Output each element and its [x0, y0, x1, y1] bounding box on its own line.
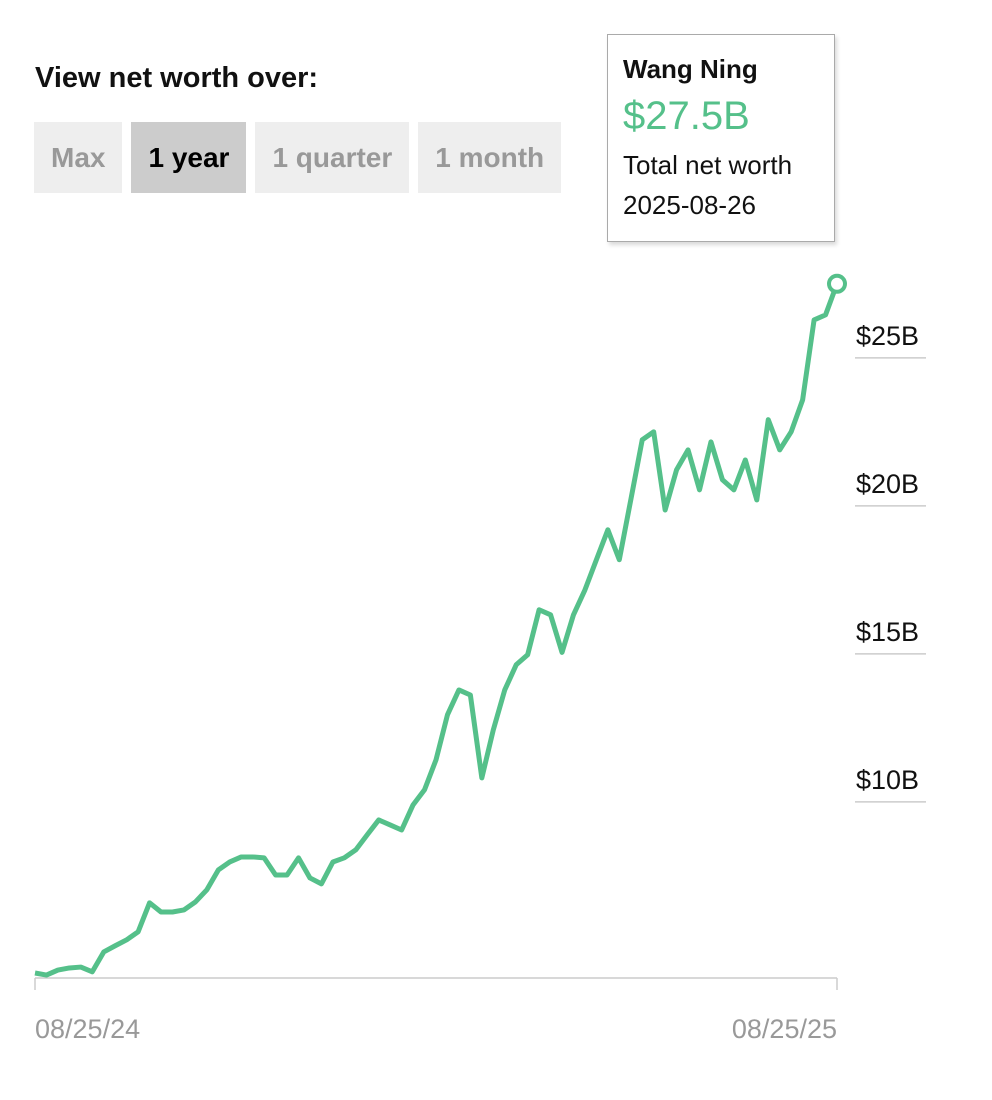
tooltip-name: Wang Ning	[623, 54, 758, 84]
y-tick-label: $10B	[856, 765, 919, 795]
range-buttons: Max 1 year 1 quarter 1 month	[34, 122, 562, 193]
y-tick-label: $25B	[856, 321, 919, 351]
y-tick-label: $15B	[856, 617, 919, 647]
range-button[interactable]: 1 quarter	[255, 122, 410, 193]
x-tick-label: 08/25/25	[732, 1014, 837, 1044]
tooltip-value: $27.5B	[623, 94, 750, 138]
range-button[interactable]: 1 year	[131, 122, 247, 193]
controls-label: View net worth over:	[35, 62, 319, 94]
tooltip-date: 2025-08-26	[623, 190, 756, 220]
tooltip-label: Total net worth	[623, 150, 793, 180]
range-button[interactable]: 1 month	[418, 122, 562, 193]
y-tick-label: $20B	[856, 469, 919, 499]
tooltip: Wang Ning $27.5B Total net worth 2025-08…	[607, 34, 835, 242]
series-line	[34, 282, 840, 978]
range-button[interactable]: Max	[34, 122, 123, 193]
end-marker	[827, 273, 847, 294]
x-tick-label: 08/25/24	[35, 1014, 140, 1044]
